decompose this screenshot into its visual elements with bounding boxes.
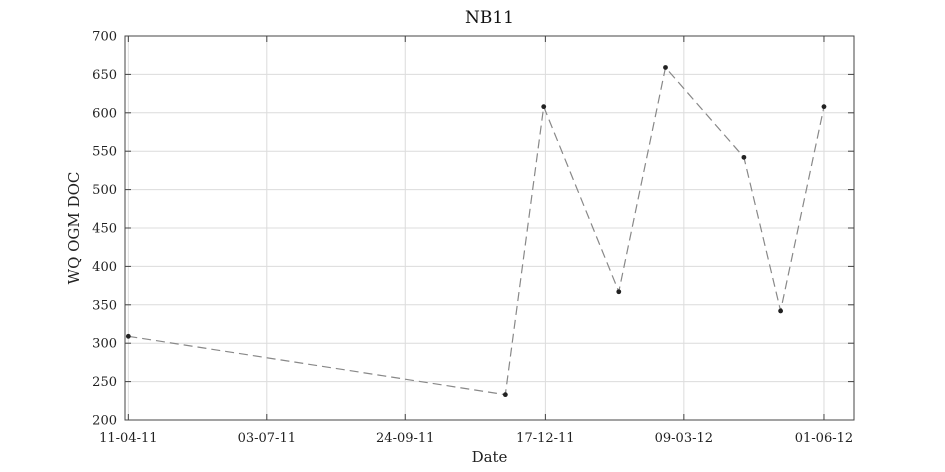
y-tick-label: 650 bbox=[92, 68, 117, 83]
y-tick-label: 550 bbox=[92, 145, 117, 160]
y-tick-label: 300 bbox=[92, 337, 117, 352]
y-tick-label: 350 bbox=[92, 298, 117, 313]
data-point bbox=[663, 65, 668, 70]
y-tick-label: 200 bbox=[92, 414, 117, 429]
data-point bbox=[541, 104, 547, 110]
x-tick-label: 09-03-12 bbox=[655, 431, 713, 446]
data-point bbox=[741, 154, 747, 160]
x-tick-label: 11-04-11 bbox=[99, 431, 157, 446]
y-axis-ticks: 200 250 300 350 400 450 500 550 600 650 700 bbox=[92, 30, 854, 429]
data-point bbox=[778, 308, 783, 314]
y-tick-label: 500 bbox=[92, 183, 117, 198]
x-tick-label: 17-12-11 bbox=[516, 431, 574, 446]
y-tick-label: 450 bbox=[92, 222, 117, 237]
x-axis-ticks: 11-04-11 03-07-11 24-09-11 17-12-11 09-03-12… bbox=[99, 36, 853, 446]
x-axis-title: Date bbox=[472, 448, 508, 466]
data-point bbox=[502, 392, 508, 398]
y-tick-label: 700 bbox=[92, 30, 117, 45]
series-group bbox=[125, 65, 827, 398]
data-point bbox=[616, 289, 622, 295]
grid-lines bbox=[125, 35, 854, 421]
x-tick-label: 24-09-11 bbox=[376, 431, 434, 446]
data-point bbox=[821, 104, 827, 110]
data-point bbox=[125, 333, 131, 339]
y-tick-label: 400 bbox=[92, 260, 117, 275]
x-tick-label: 03-07-11 bbox=[238, 431, 296, 446]
chart-title: NB11 bbox=[465, 8, 514, 28]
y-tick-label: 600 bbox=[92, 106, 117, 121]
series-line bbox=[128, 66, 825, 396]
y-tick-label: 250 bbox=[92, 375, 117, 390]
x-tick-label: 01-06-12 bbox=[795, 431, 853, 446]
y-axis-title: WQ OGM DOC bbox=[65, 172, 83, 285]
